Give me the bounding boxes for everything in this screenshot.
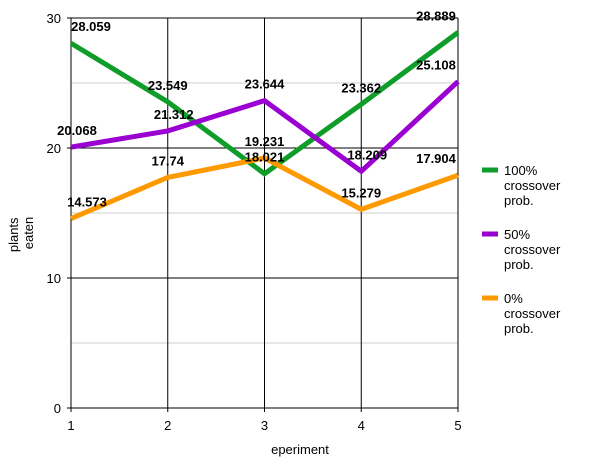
data-label: 23.549 bbox=[148, 78, 188, 93]
data-label: 18.209 bbox=[347, 147, 387, 162]
series-line bbox=[70, 155, 459, 221]
x-tick-label: 1 bbox=[67, 418, 74, 433]
legend: 100% crossover prob.50% crossover prob.0% cro… bbox=[482, 163, 561, 336]
x-tick-label: 2 bbox=[164, 418, 171, 433]
x-axis-title: eperiment bbox=[271, 442, 329, 457]
legend-label-line: 100% bbox=[504, 163, 538, 178]
legend-label: 50% crossover prob. bbox=[504, 227, 561, 272]
data-label: 28.889 bbox=[416, 8, 456, 23]
data-label: 28.059 bbox=[71, 19, 111, 34]
data-label: 17.904 bbox=[416, 151, 457, 166]
legend-label-line: prob. bbox=[504, 257, 534, 272]
data-labels: 28.059 23.549 18.021 23.362 28.889 20.068 21.3… bbox=[57, 8, 457, 209]
x-tick-label: 3 bbox=[261, 418, 268, 433]
legend-label: 0% crossover prob. bbox=[504, 291, 561, 336]
data-label: 25.108 bbox=[416, 58, 456, 73]
y-tick-label: 0 bbox=[54, 401, 61, 416]
legend-label-line: crossover bbox=[504, 178, 561, 193]
legend-label-line: crossover bbox=[504, 242, 561, 257]
data-label: 19.231 bbox=[245, 134, 285, 149]
legend-label-line: 0% bbox=[504, 291, 523, 306]
x-tick-label: 5 bbox=[454, 418, 461, 433]
series-lines bbox=[69, 30, 460, 221]
y-axis-title-line-1: plants bbox=[6, 217, 21, 252]
data-label: 23.644 bbox=[245, 77, 286, 92]
y-axis-title-line-2: eaten bbox=[21, 217, 36, 250]
legend-label-line: prob. bbox=[504, 193, 534, 208]
legend-label-line: prob. bbox=[504, 321, 534, 336]
y-tick-label: 10 bbox=[47, 271, 61, 286]
data-label: 18.021 bbox=[245, 150, 285, 165]
tick-labels: 0 10 20 30 1 2 3 4 5 bbox=[47, 11, 462, 433]
y-axis-title: plants eaten bbox=[6, 214, 36, 252]
series-line bbox=[70, 79, 460, 175]
data-label: 21.312 bbox=[154, 107, 194, 122]
data-label: 20.068 bbox=[57, 123, 97, 138]
legend-label: 100% crossover prob. bbox=[504, 163, 561, 208]
x-tick-label: 4 bbox=[358, 418, 365, 433]
y-tick-label: 20 bbox=[47, 141, 61, 156]
y-tick-label: 30 bbox=[47, 11, 61, 26]
data-label: 14.573 bbox=[67, 195, 107, 210]
data-label: 23.362 bbox=[341, 80, 381, 95]
data-label: 17.74 bbox=[151, 153, 184, 168]
legend-label-line: crossover bbox=[504, 306, 561, 321]
series-line bbox=[69, 30, 460, 177]
legend-label-line: 50% bbox=[504, 227, 530, 242]
data-label: 15.279 bbox=[341, 185, 381, 200]
